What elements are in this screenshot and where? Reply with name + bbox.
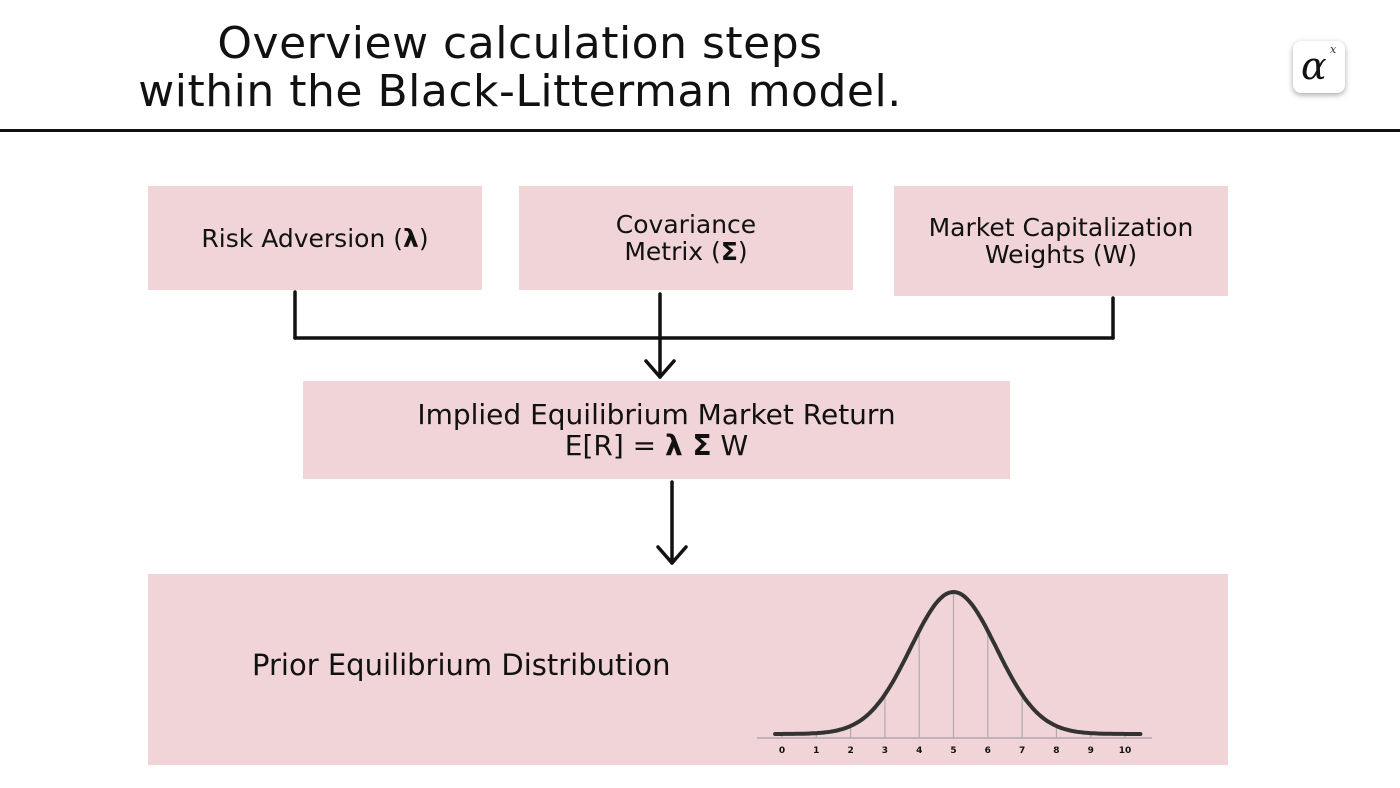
alpha-logo-superscript: x xyxy=(1330,43,1337,56)
risk-aversion-text: Risk Adversion ( xyxy=(201,223,403,253)
implied-return-title: Implied Equilibrium Market Return xyxy=(417,398,896,431)
prior-distribution-label: Prior Equilibrium Distribution xyxy=(252,648,671,682)
page-title: Overview calculation steps within the Bl… xyxy=(115,20,925,116)
axis-tick-label: 0 xyxy=(779,746,785,756)
header-divider xyxy=(0,129,1400,132)
lambda-symbol: λ xyxy=(402,223,419,253)
formula-symbols: λ Σ xyxy=(665,429,712,462)
axis-tick-label: 1 xyxy=(813,746,819,756)
axis-tick-label: 8 xyxy=(1053,746,1059,756)
covariance-line-1: Covariance xyxy=(615,210,757,239)
implied-return-formula: E[R] = λ Σ W xyxy=(417,430,895,461)
axis-tick-label: 9 xyxy=(1088,746,1094,756)
arrow-down-icon xyxy=(644,359,676,379)
covariance-line-2-text: Metrix ( xyxy=(624,237,721,266)
implied-return-box: Implied Equilibrium Market Return E[R] =… xyxy=(303,381,1010,479)
axis-tick-label: 7 xyxy=(1019,746,1025,756)
arrow-down-icon-2 xyxy=(656,545,688,565)
bell-curve-line xyxy=(773,589,1143,736)
axis-tick-label: 6 xyxy=(985,746,991,756)
axis-tick-label: 10 xyxy=(1119,746,1132,756)
covariance-line-2: Metrix (Σ) xyxy=(616,238,756,265)
market-line-1: Market Capitalization xyxy=(928,213,1194,242)
risk-aversion-label: Risk Adversion (λ) xyxy=(201,225,428,252)
title-line-1: Overview calculation steps xyxy=(217,18,823,69)
axis-tick-label: 4 xyxy=(916,746,922,756)
alpha-logo-symbol: α xyxy=(1301,44,1327,88)
axis-tick-label: 5 xyxy=(950,746,956,756)
alpha-logo: α x xyxy=(1293,41,1345,93)
axis-tick-label: 2 xyxy=(847,746,853,756)
prior-distribution-box: Prior Equilibrium Distribution xyxy=(148,574,1228,765)
formula-suffix: W xyxy=(711,429,749,462)
market-line-2: Weights (W) xyxy=(984,240,1138,269)
sigma-symbol: Σ xyxy=(720,237,738,266)
title-line-2: within the Black-Litterman model. xyxy=(138,66,902,117)
risk-aversion-box: Risk Adversion (λ) xyxy=(148,186,482,290)
covariance-line-2-close: ) xyxy=(737,237,748,266)
formula-prefix: E[R] = xyxy=(564,429,666,462)
risk-aversion-close: ) xyxy=(418,223,429,253)
axis-tick-label: 3 xyxy=(882,746,888,756)
covariance-matrix-box: Covariance Metrix (Σ) xyxy=(519,186,853,290)
market-cap-weights-box: Market Capitalization Weights (W) xyxy=(894,186,1228,296)
